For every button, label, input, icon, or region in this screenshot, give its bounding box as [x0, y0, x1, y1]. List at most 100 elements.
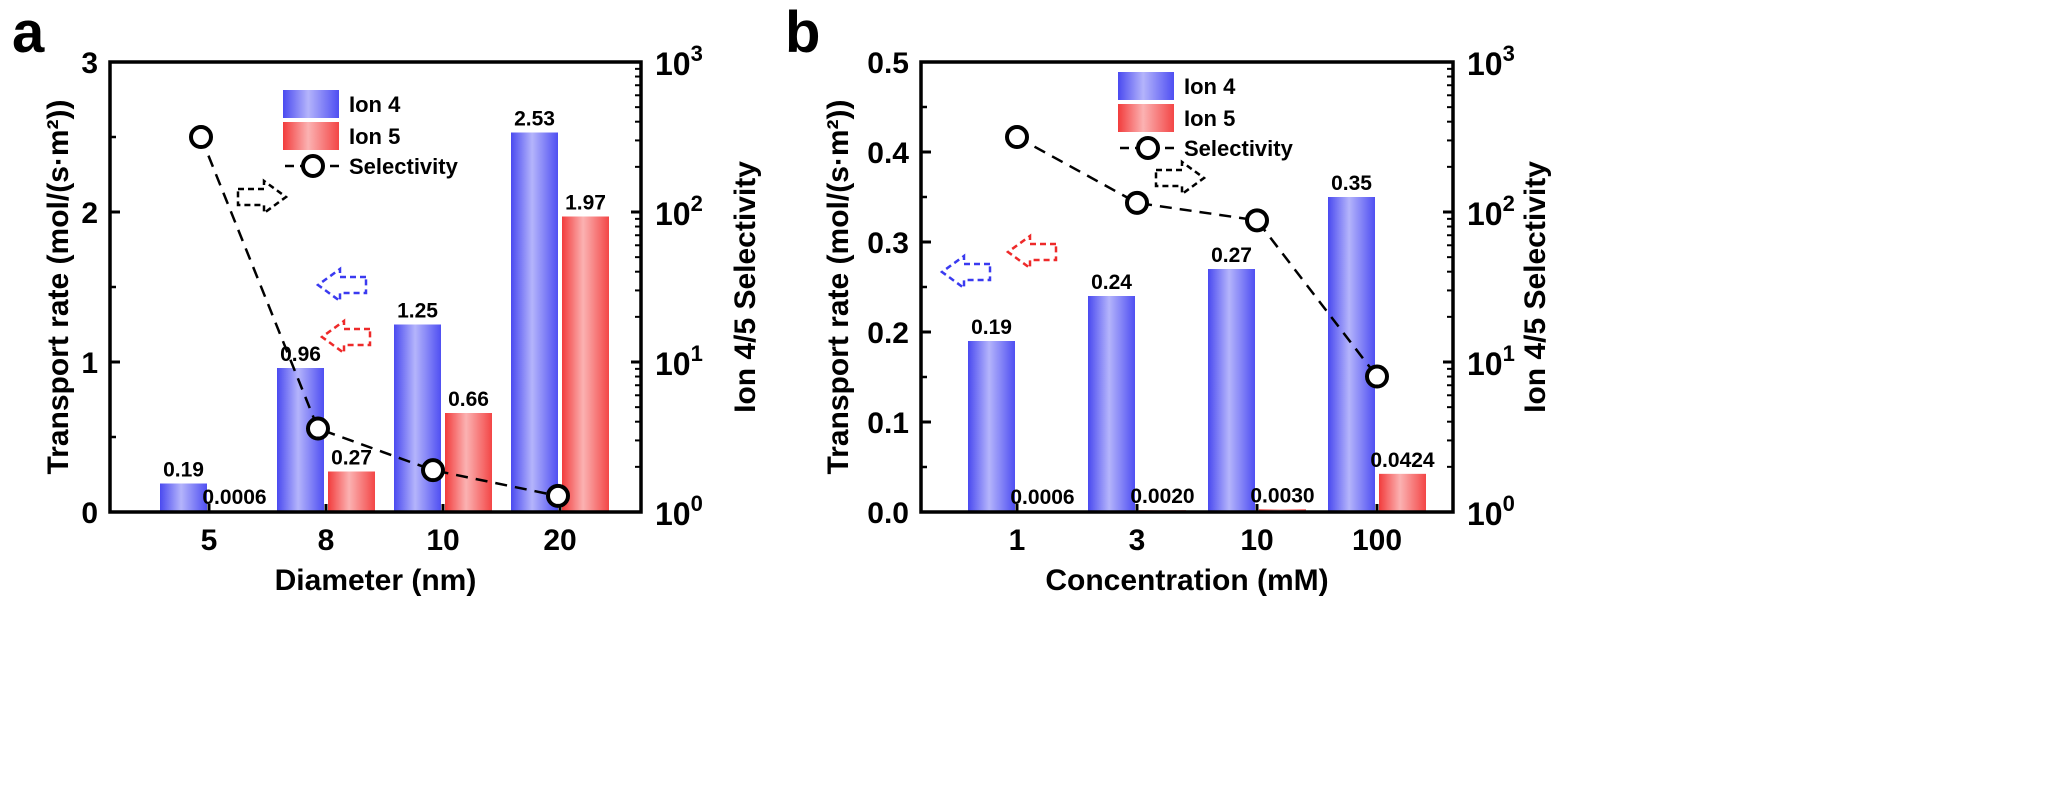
panel-a: a0.190.000650.960.2781.250.66102.531.972…: [12, 0, 762, 597]
selectivity-marker: [1365, 364, 1389, 389]
legend-label-ion5: Ion 5: [1184, 106, 1235, 131]
bar-ion5: [562, 216, 609, 512]
y2-tick-label: 100: [655, 491, 703, 532]
data-label: 0.27: [331, 447, 372, 470]
x-axis-title: Diameter (nm): [275, 564, 477, 597]
y-tick-label: 2: [81, 197, 98, 230]
bar-ion4: [394, 324, 441, 512]
x-tick-label: 10: [1240, 524, 1273, 557]
legend-marker-selectivity: [301, 154, 325, 178]
panel-b: b0.190.000610.240.002030.270.0030100.350…: [785, 0, 1552, 597]
legend-label-selectivity: Selectivity: [1184, 136, 1294, 161]
selectivity-line: [199, 136, 559, 498]
y-tick-label: 0.4: [867, 137, 909, 170]
data-label: 0.0006: [202, 486, 266, 509]
bar-ion5: [445, 413, 492, 512]
y2-tick-label: 101: [1467, 341, 1515, 382]
data-label: 1.25: [397, 300, 438, 323]
dashed-arrow-icon: [1005, 233, 1058, 271]
x-tick-label: 20: [543, 524, 576, 557]
data-label: 0.0006: [1010, 486, 1074, 509]
data-label: 0.35: [1331, 172, 1372, 195]
dashed-arrow-icon: [1154, 159, 1207, 197]
y-tick-label: 0.5: [867, 47, 909, 80]
y2-tick-exp: 0: [691, 491, 703, 516]
legend-label-selectivity: Selectivity: [349, 154, 459, 179]
y2-tick-label: 103: [1467, 41, 1515, 82]
y2-tick-label: 102: [1467, 191, 1515, 232]
y-axis-title: Transport rate (mol/(s·m²)): [42, 99, 75, 474]
bar-ion4: [160, 483, 207, 512]
y2-tick-label: 102: [655, 191, 703, 232]
y2-tick-base: 10: [1467, 46, 1503, 82]
data-label: 0.0424: [1370, 449, 1435, 472]
y-tick-label: 0.3: [867, 227, 909, 260]
data-label: 0.0020: [1130, 485, 1194, 508]
y-tick-label: 0.2: [867, 317, 909, 350]
y2-tick-label: 100: [1467, 491, 1515, 532]
data-label: 0.66: [448, 388, 489, 411]
data-label: 0.19: [971, 316, 1012, 339]
y2-tick-exp: 3: [1503, 41, 1515, 66]
bar-ion4: [1328, 197, 1375, 512]
legend-label-ion4: Ion 4: [349, 92, 401, 117]
y2-tick-exp: 1: [1503, 341, 1515, 366]
y-tick-label: 0.1: [867, 407, 909, 440]
y2-tick-base: 10: [1467, 346, 1503, 382]
y-axis-title: Transport rate (mol/(s·m²)): [822, 99, 855, 474]
data-label: 1.97: [565, 192, 606, 215]
legend-swatch-ion5: [1118, 104, 1174, 132]
x-tick-label: 100: [1352, 524, 1402, 557]
x-axis-title: Concentration (mM): [1045, 564, 1328, 597]
dashed-arrow-icon: [236, 178, 289, 216]
legend-marker-selectivity: [1136, 136, 1160, 160]
legend-label-ion5: Ion 5: [349, 124, 400, 149]
bar-ion5: [328, 471, 375, 512]
selectivity-marker: [546, 483, 570, 508]
y2-axis-title: Ion 4/5 Selectivity: [1519, 161, 1552, 413]
selectivity-marker: [1245, 208, 1269, 233]
y-tick-label: 1: [81, 347, 98, 380]
y2-tick-base: 10: [655, 196, 691, 232]
y2-tick-base: 10: [1467, 196, 1503, 232]
y-tick-label: 3: [81, 47, 98, 80]
data-label: 0.24: [1091, 271, 1132, 294]
y2-tick-exp: 1: [691, 341, 703, 366]
y-tick-label: 0.0: [867, 497, 909, 530]
x-tick-label: 10: [426, 524, 459, 557]
y2-tick-base: 10: [655, 46, 691, 82]
dashed-arrow-icon: [315, 266, 368, 304]
legend-label-ion4: Ion 4: [1184, 74, 1236, 99]
legend-swatch-ion5: [283, 122, 339, 150]
data-label: 0.0030: [1250, 484, 1314, 507]
bar-ion4: [968, 341, 1015, 512]
x-tick-label: 8: [318, 524, 335, 557]
y2-tick-label: 103: [655, 41, 703, 82]
dashed-arrow-icon: [319, 318, 372, 356]
legend: Ion 4 Ion 5 Selectivity: [1118, 72, 1294, 161]
selectivity-marker: [421, 458, 445, 483]
panel-label: a: [12, 0, 45, 65]
selectivity-marker: [1005, 125, 1029, 150]
selectivity-marker: [189, 125, 213, 150]
y2-tick-base: 10: [1467, 496, 1503, 532]
selectivity-marker: [306, 416, 330, 441]
data-label: 2.53: [514, 108, 555, 131]
bar-ion4: [1208, 269, 1255, 512]
x-tick-label: 1: [1009, 524, 1026, 557]
y2-tick-exp: 2: [691, 191, 703, 216]
selectivity-marker: [1125, 190, 1149, 215]
y2-axis-title: Ion 4/5 Selectivity: [729, 161, 762, 413]
y2-tick-exp: 3: [691, 41, 703, 66]
y2-tick-exp: 0: [1503, 491, 1515, 516]
y-tick-label: 0: [81, 497, 98, 530]
x-tick-label: 3: [1129, 524, 1146, 557]
legend-swatch-ion4: [1118, 72, 1174, 100]
data-label: 0.27: [1211, 244, 1252, 267]
y2-tick-label: 101: [655, 341, 703, 382]
y2-tick-base: 10: [655, 346, 691, 382]
panel-label: b: [785, 0, 820, 65]
bar-ion4: [511, 132, 558, 512]
legend: Ion 4 Ion 5 Selectivity: [283, 90, 459, 179]
